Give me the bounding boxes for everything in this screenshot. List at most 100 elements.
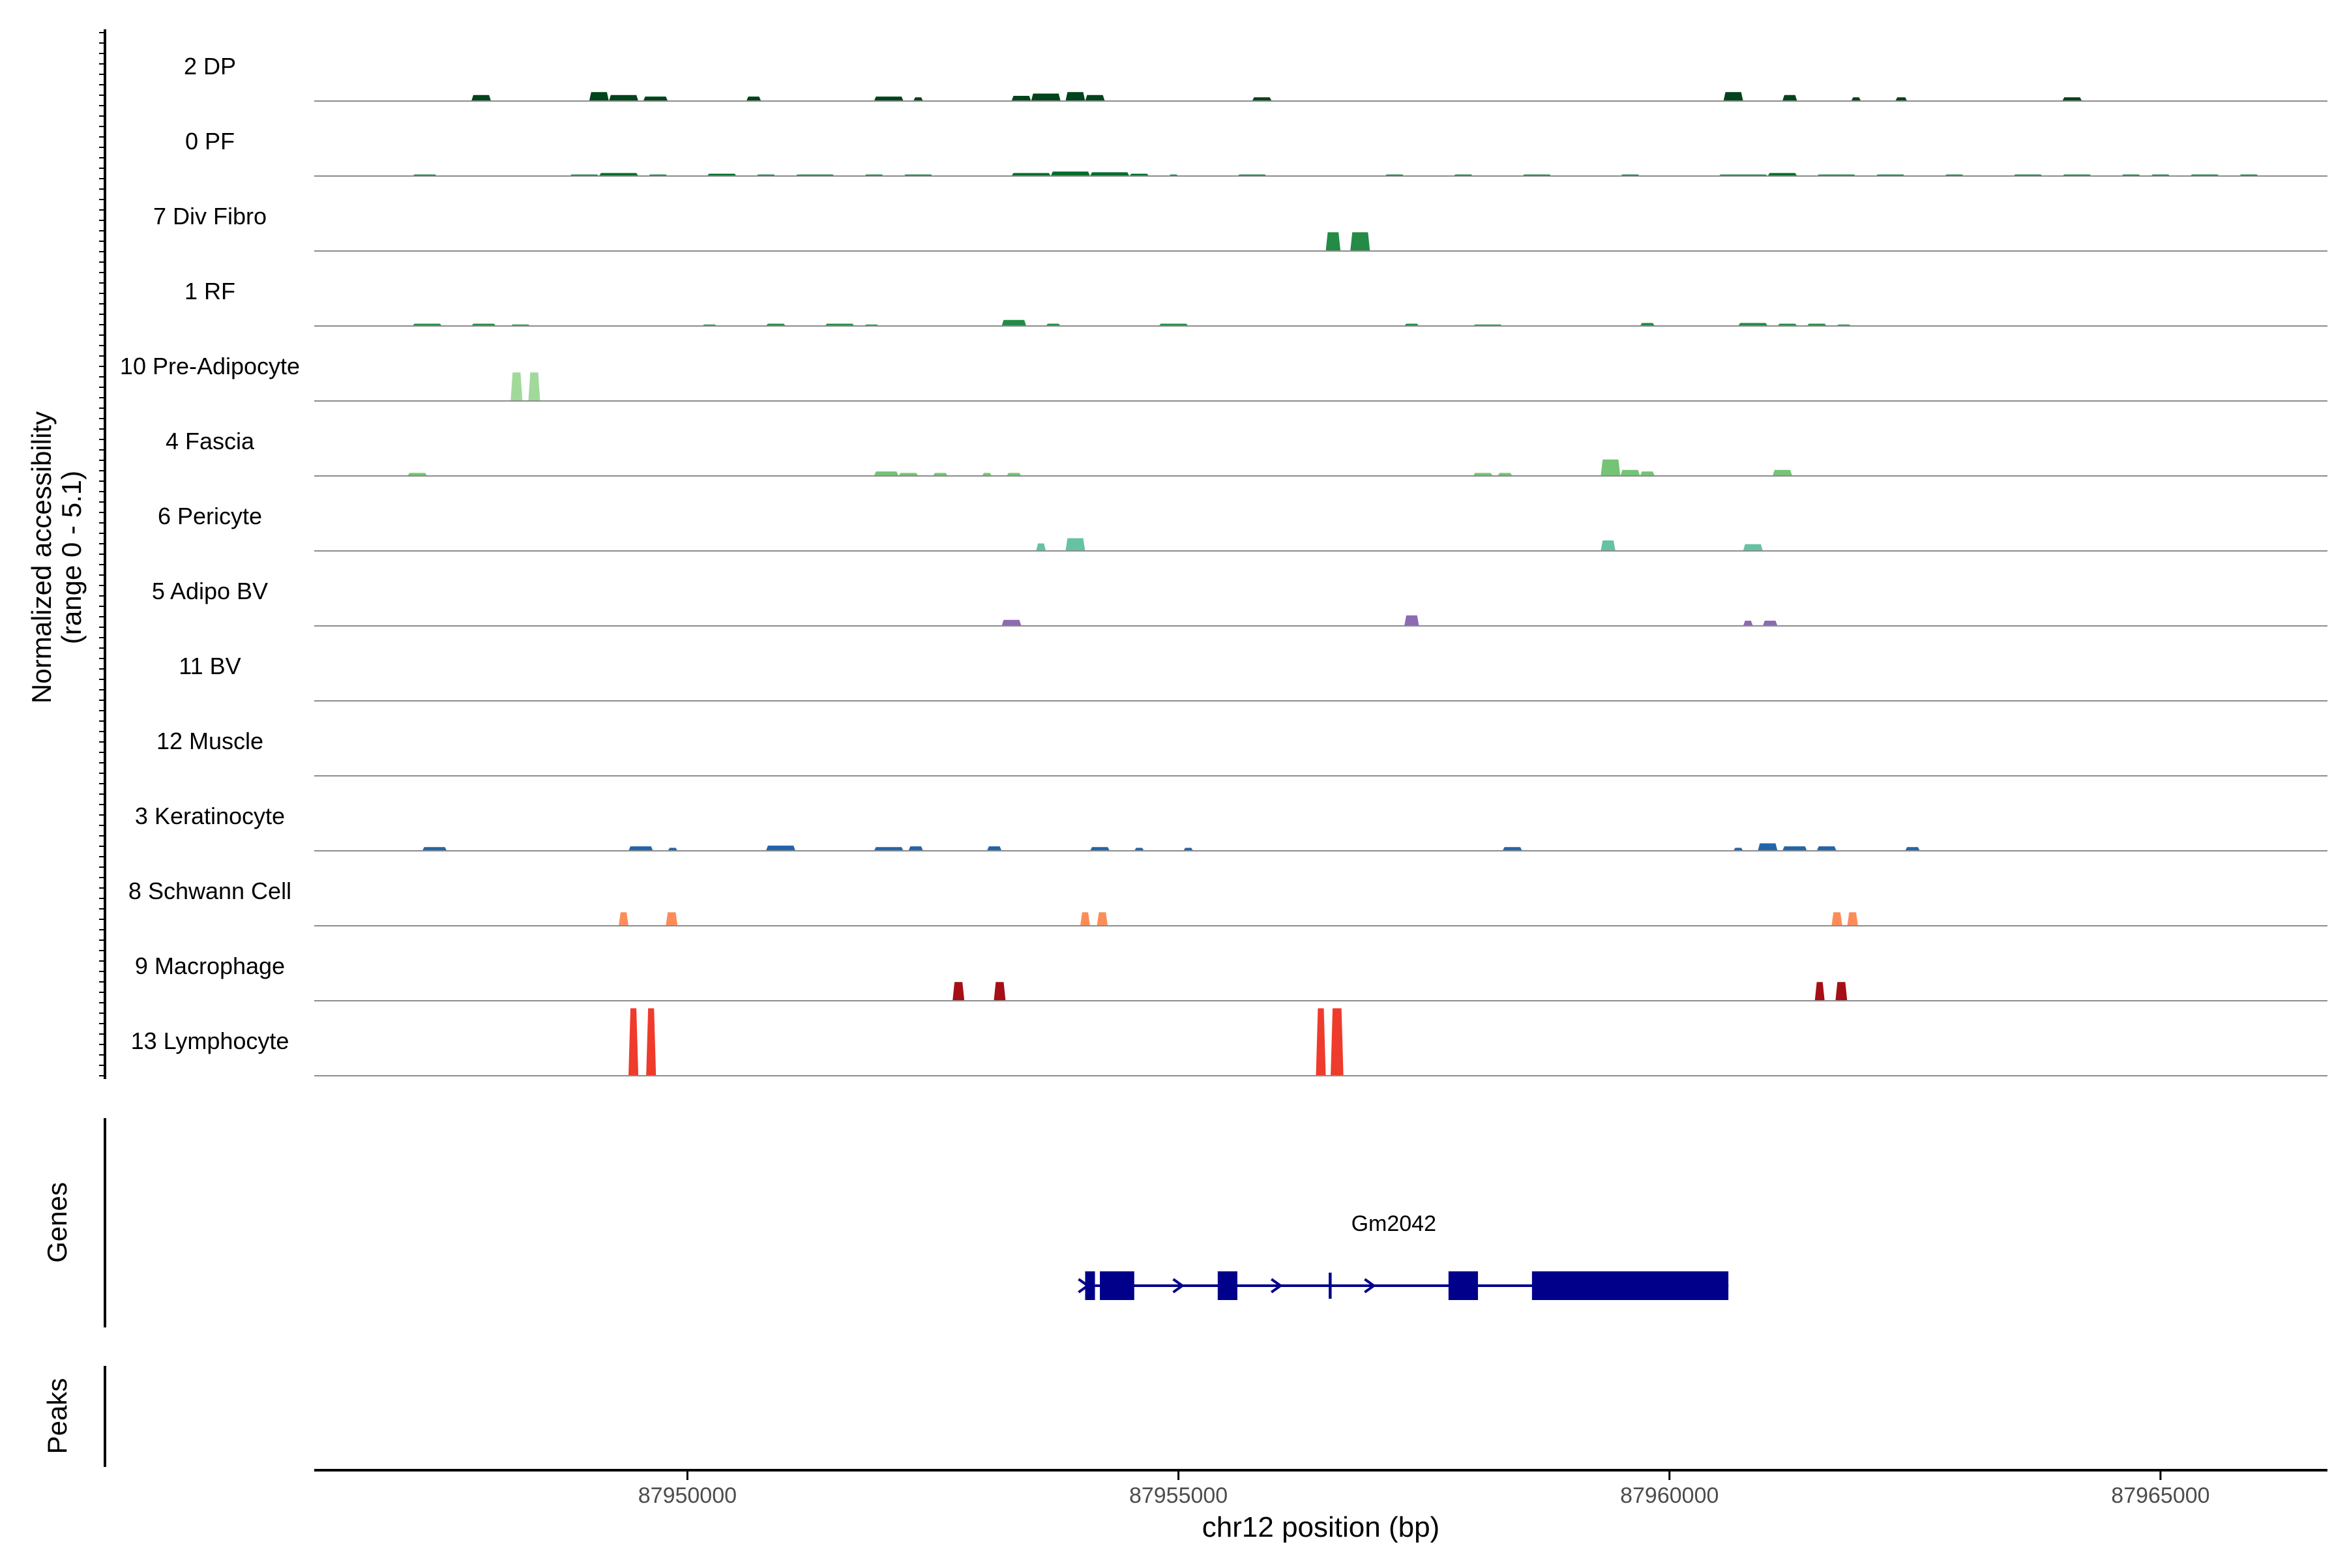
coverage-peak bbox=[1743, 544, 1763, 551]
coverage-peak bbox=[1350, 232, 1370, 251]
coverage-peak bbox=[1601, 459, 1621, 476]
track-label: 5 Adipo BV bbox=[152, 578, 268, 604]
coverage-peak bbox=[1085, 95, 1105, 101]
track-label: 3 Keratinocyte bbox=[135, 803, 285, 829]
coverage-peak bbox=[908, 846, 923, 851]
track-5-adipo-bv: 5 Adipo BV bbox=[152, 578, 2327, 627]
coverage-tracks: 2 DP 0 PF 7 Div Fibro 1 RF 10 Pre-Adipocyte 4… bbox=[120, 53, 2327, 1076]
coverage-peak bbox=[1758, 843, 1778, 851]
coverage-peak bbox=[1498, 473, 1513, 476]
coverage-peak bbox=[2062, 97, 2082, 101]
coverage-peak bbox=[932, 473, 948, 476]
track-label: 4 Fascia bbox=[166, 428, 255, 454]
gene-model: Gm2042 bbox=[1078, 1211, 1729, 1300]
coverage-peak bbox=[1252, 97, 1272, 101]
coverage-peak bbox=[1065, 92, 1085, 101]
coverage-peak bbox=[666, 912, 678, 926]
coverage-peak bbox=[1404, 615, 1419, 626]
track-label: 8 Schwann Cell bbox=[128, 878, 291, 904]
coverage-peak bbox=[643, 96, 668, 101]
coverage-peak bbox=[1325, 232, 1341, 251]
gene-exon bbox=[1531, 1271, 1729, 1300]
track-13-lymphocyte: 13 Lymphocyte bbox=[131, 1008, 2327, 1076]
coverage-peak bbox=[1851, 97, 1861, 101]
coverage-peak bbox=[528, 372, 540, 401]
x-tick-label: 87950000 bbox=[638, 1483, 737, 1508]
coverage-peak bbox=[1036, 543, 1046, 551]
coverage-peak bbox=[589, 92, 609, 101]
coverage-peak bbox=[1831, 912, 1842, 926]
x-tick-label: 87960000 bbox=[1620, 1483, 1719, 1508]
x-axis-ticks: 87950000 87955000 87960000 87965000 bbox=[638, 1470, 2210, 1508]
strand-arrow bbox=[1172, 1278, 1185, 1294]
coverage-peak bbox=[1065, 538, 1085, 551]
coverage-peak bbox=[510, 372, 523, 401]
coverage-peak bbox=[628, 846, 653, 851]
track-label: 0 PF bbox=[185, 128, 235, 155]
track-8-schwann-cell: 8 Schwann Cell bbox=[128, 878, 2327, 926]
coverage-peak bbox=[982, 473, 992, 476]
gene-exon bbox=[1085, 1271, 1095, 1300]
coverage-peak bbox=[1134, 848, 1144, 851]
coverage-peak bbox=[1733, 848, 1743, 851]
coverage-peak bbox=[471, 95, 492, 101]
coverage-peak bbox=[1782, 846, 1807, 851]
track-4-fascia: 4 Fascia bbox=[166, 428, 2327, 477]
coverage-peak bbox=[646, 1008, 657, 1076]
track-label: 11 BV bbox=[179, 653, 241, 679]
x-tick-label: 87965000 bbox=[2111, 1483, 2209, 1508]
coverage-peak bbox=[1847, 912, 1858, 926]
coverage-peak bbox=[1905, 847, 1920, 851]
coverage-peak bbox=[1011, 173, 1051, 176]
coverage-peak bbox=[1738, 323, 1768, 326]
coverage-peak bbox=[1601, 540, 1616, 551]
coverage-peak bbox=[1835, 982, 1848, 1001]
coverage-peak bbox=[422, 847, 447, 851]
coverage-y-axis bbox=[99, 29, 106, 1079]
track-label: 2 DP bbox=[184, 53, 236, 80]
coverage-peak bbox=[898, 473, 919, 476]
y-axis-range-label: (range 0 - 5.1) bbox=[56, 471, 87, 644]
coverage-peak bbox=[668, 848, 678, 851]
y-axis-label: Normalized accessibility bbox=[26, 411, 57, 703]
coverage-peak bbox=[1183, 848, 1194, 851]
coverage-peak bbox=[1473, 473, 1493, 476]
track-0-pf: 0 PF bbox=[185, 128, 2327, 177]
coverage-peak bbox=[1814, 982, 1825, 1001]
coverage-peak bbox=[1316, 1008, 1326, 1076]
strand-arrow bbox=[1364, 1278, 1376, 1294]
track-12-muscle: 12 Muscle bbox=[156, 728, 2327, 777]
track-9-macrophage: 9 Macrophage bbox=[135, 953, 2327, 1001]
track-2-dp: 2 DP bbox=[184, 53, 2327, 102]
coverage-peak bbox=[1001, 319, 1027, 326]
peaks-track-label: Peaks bbox=[42, 1378, 72, 1455]
coverage-peak bbox=[913, 97, 923, 101]
gene-name: Gm2042 bbox=[1351, 1211, 1436, 1236]
coverage-peak bbox=[1031, 93, 1061, 101]
track-7-div-fibro: 7 Div Fibro bbox=[153, 203, 2327, 252]
coverage-peak bbox=[1097, 912, 1108, 926]
coverage-peak bbox=[407, 473, 428, 476]
coverage-peak bbox=[1080, 912, 1091, 926]
coverage-peak bbox=[1767, 173, 1797, 176]
track-1-rf: 1 RF bbox=[185, 278, 2327, 327]
track-3-keratinocyte: 3 Keratinocyte bbox=[135, 803, 2327, 851]
gene-exon bbox=[1100, 1271, 1134, 1300]
coverage-peak bbox=[765, 845, 796, 851]
coverage-peak bbox=[874, 96, 904, 101]
track-label: 13 Lymphocyte bbox=[131, 1028, 289, 1054]
coverage-peak bbox=[1090, 172, 1130, 176]
coverage-peak bbox=[1620, 469, 1640, 476]
coverage-peak bbox=[1816, 846, 1837, 851]
coverage-peak bbox=[1640, 323, 1655, 326]
coverage-peak bbox=[1090, 847, 1110, 851]
coverage-peak bbox=[1502, 847, 1522, 851]
track-6-pericyte: 6 Pericyte bbox=[158, 503, 2327, 552]
track-label: 7 Div Fibro bbox=[153, 203, 267, 229]
coverage-peak bbox=[1743, 620, 1753, 626]
gene-exon bbox=[1329, 1273, 1332, 1299]
strand-arrow bbox=[1271, 1278, 1283, 1294]
x-axis-label: chr12 position (bp) bbox=[1202, 1511, 1439, 1543]
